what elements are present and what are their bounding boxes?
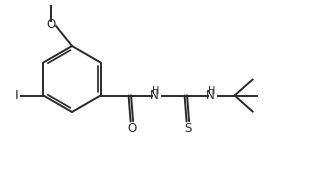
Text: I: I [14,89,18,102]
Text: H: H [152,87,159,96]
Text: O: O [46,18,56,31]
Text: N: N [150,89,159,102]
Text: O: O [127,122,136,135]
Text: H: H [208,87,215,96]
Text: N: N [206,89,215,102]
Text: S: S [184,122,191,135]
